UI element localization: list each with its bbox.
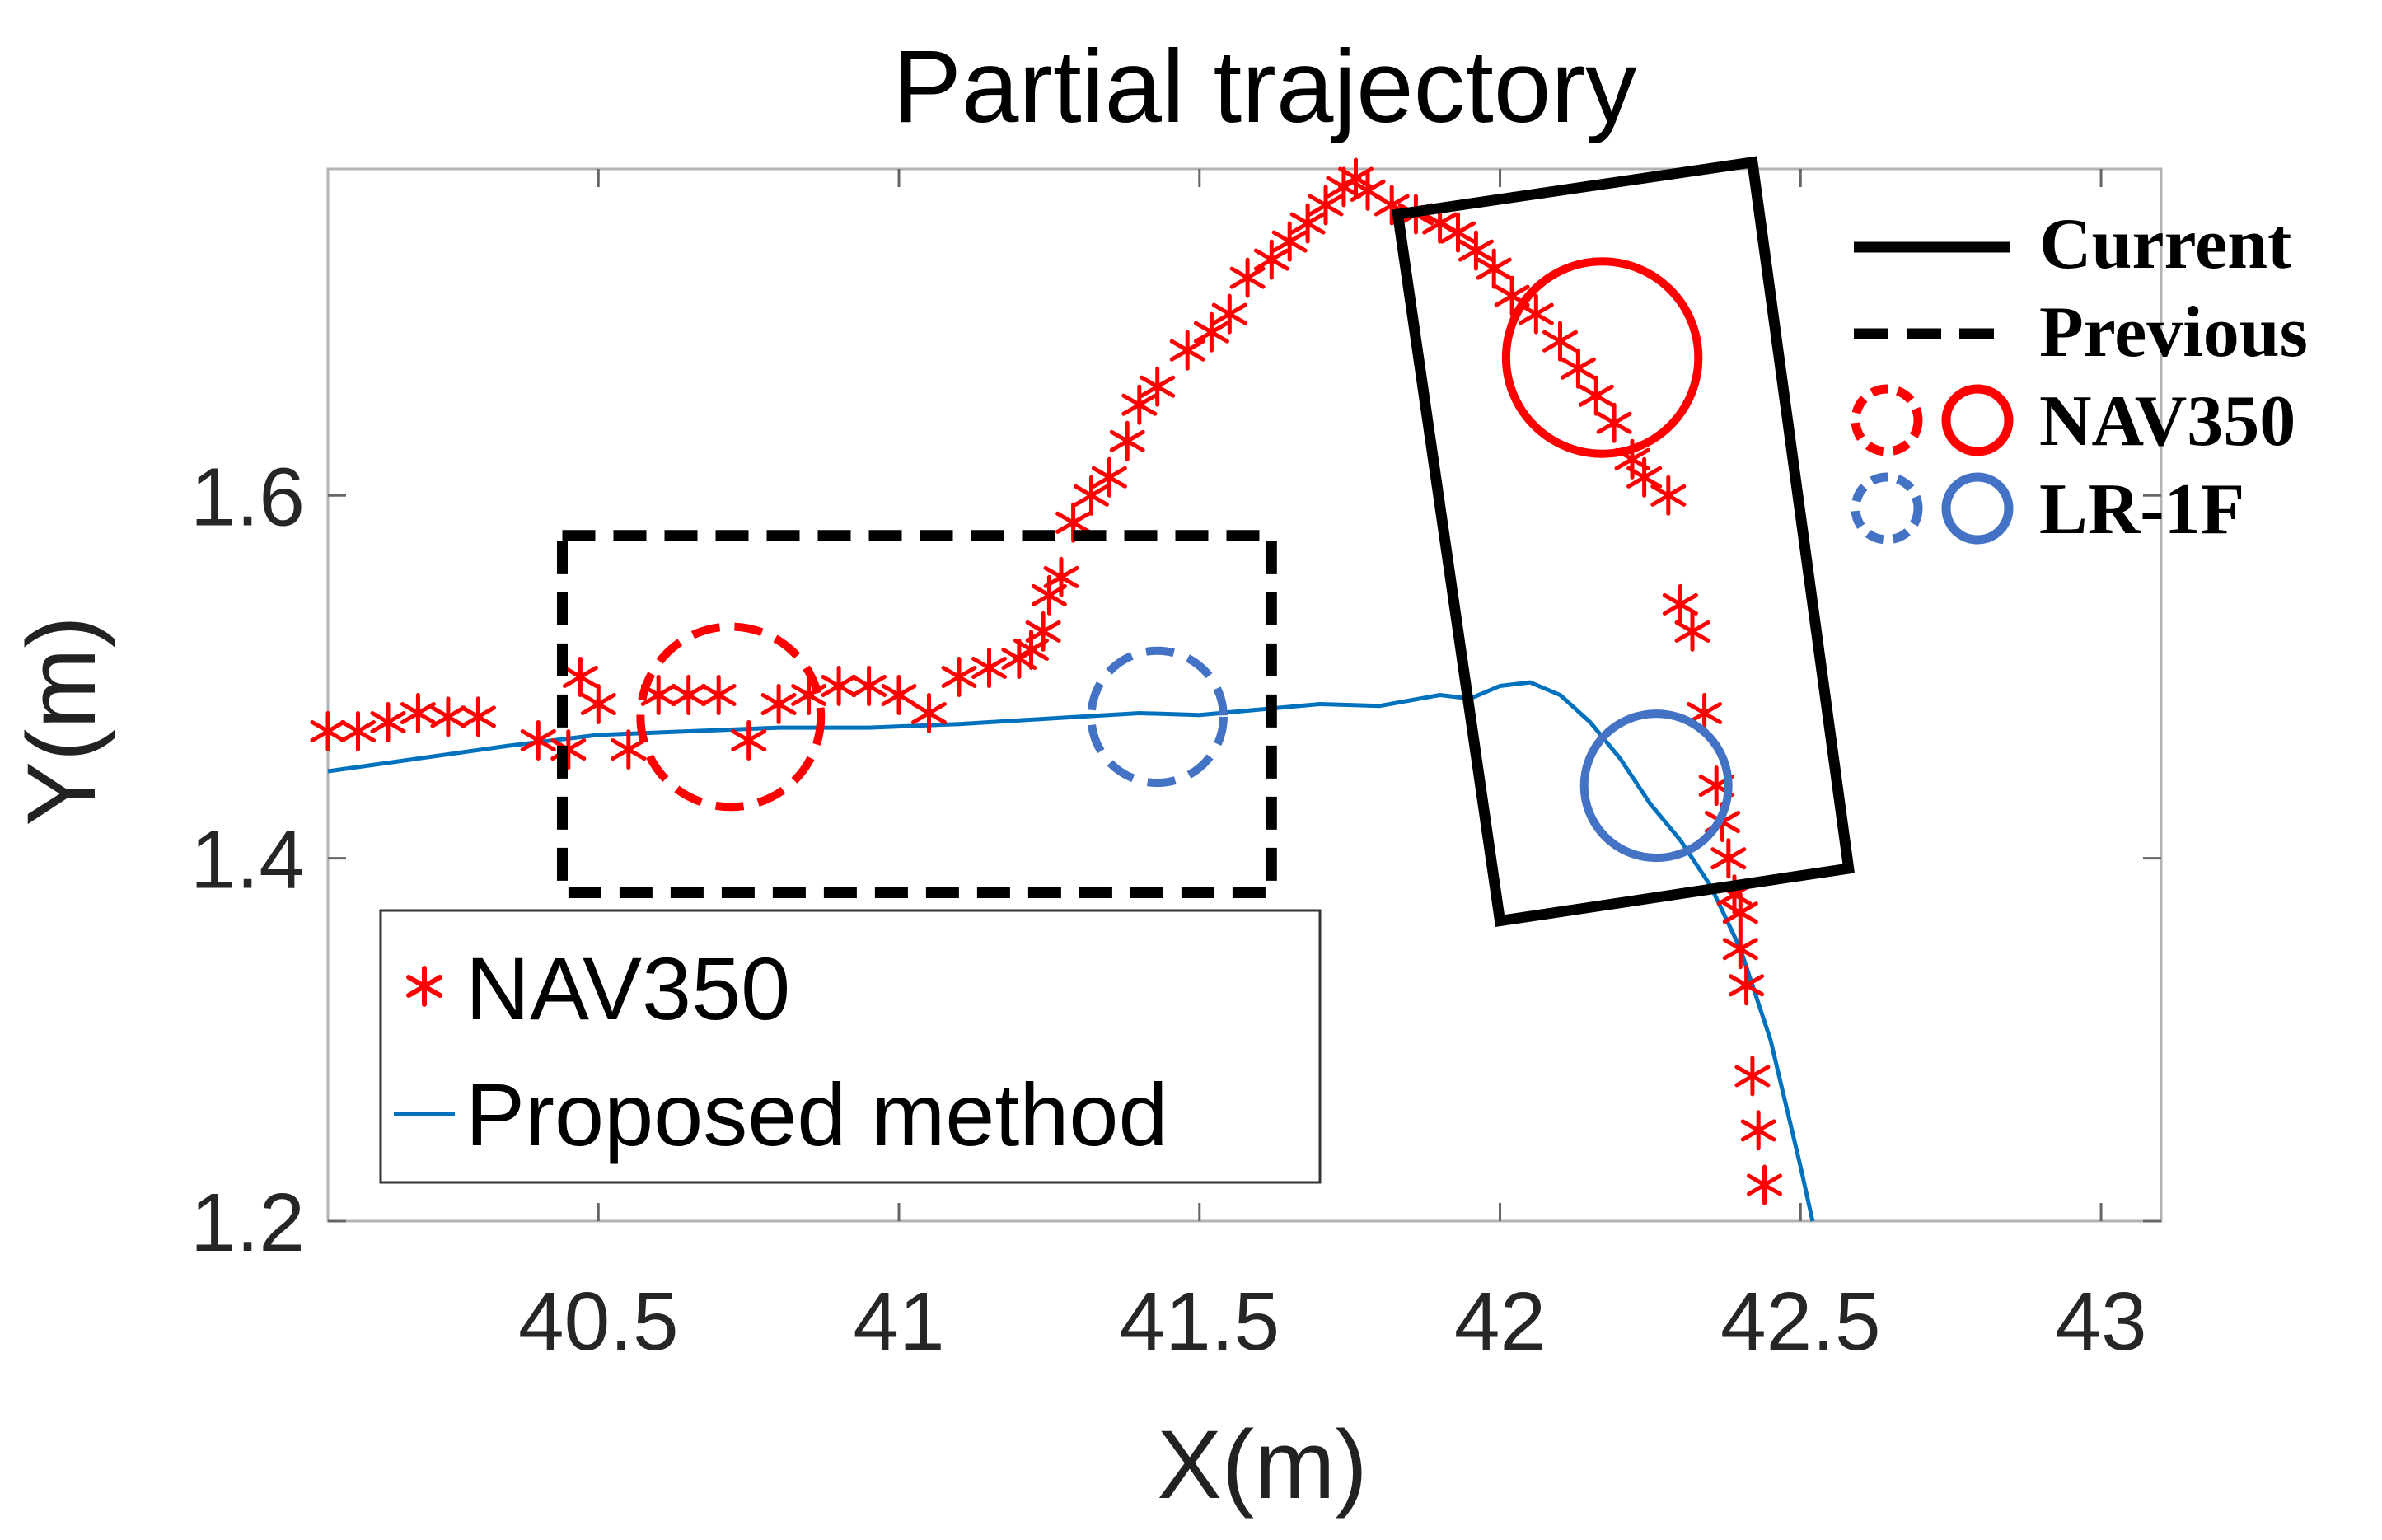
lr1f-dashed-circle xyxy=(1087,646,1228,788)
nav350-point xyxy=(1271,221,1308,262)
nav350-point xyxy=(370,702,406,742)
nav350-point xyxy=(671,675,707,715)
annotation-legend: Current Previous NAV350 LR-1F xyxy=(1851,204,2308,550)
nav350-point xyxy=(1710,838,1747,879)
nav350-point xyxy=(760,684,797,724)
nav350-point xyxy=(310,711,346,751)
nav350-point xyxy=(1740,1110,1776,1151)
nav350-point xyxy=(580,684,616,724)
x-tick-label: 41.5 xyxy=(1119,1276,1280,1368)
nav350-point xyxy=(1687,693,1723,733)
nav350-solid-circle xyxy=(1501,257,1703,458)
legend-nav350-marker xyxy=(406,966,442,1007)
nav350-point xyxy=(1662,583,1698,625)
legend-proposed-label: Proposed method xyxy=(466,1065,1168,1164)
nav350-point xyxy=(1596,402,1632,443)
nav350-point xyxy=(881,675,917,715)
nav350-point xyxy=(460,696,496,737)
y-tick-label: 1.2 xyxy=(190,1177,305,1269)
nav350-point xyxy=(1193,311,1229,353)
nav350-point xyxy=(340,711,376,751)
nav350-point xyxy=(1043,556,1079,597)
nav350-point xyxy=(1211,293,1247,335)
legend-lr1f-dashed-circle xyxy=(1851,472,1923,545)
nav350-point xyxy=(1074,475,1109,516)
nav350-point xyxy=(1121,384,1158,425)
nav350-point xyxy=(1140,366,1176,407)
legend-previous-label: Previous xyxy=(2039,293,2308,372)
x-axis-label: X(m) xyxy=(1157,1411,1368,1519)
nav350-point xyxy=(1440,212,1476,253)
current-box xyxy=(1392,156,1856,927)
nav350-point xyxy=(941,657,977,697)
x-tick-label: 43 xyxy=(2055,1276,2146,1368)
x-tick-label: 42.5 xyxy=(1720,1276,1881,1368)
legend-nav350-solid-circle xyxy=(1941,384,2014,456)
main-legend: NAV350 Proposed method xyxy=(379,909,1322,1184)
nav350-point xyxy=(1289,203,1326,244)
nav350-point xyxy=(731,720,767,761)
x-tick-label: 42 xyxy=(1454,1276,1546,1368)
legend-lr1f-label: LR-1F xyxy=(2039,470,2244,550)
legend-lr1f-solid-circle xyxy=(1941,472,2014,545)
nav350-point xyxy=(1253,239,1289,280)
nav350-point xyxy=(1229,257,1266,298)
nav350-point xyxy=(1476,248,1512,289)
nav350-point xyxy=(1025,611,1061,652)
nav350-point xyxy=(1109,420,1145,461)
nav350-point xyxy=(1722,929,1758,970)
nav350-point xyxy=(1747,1164,1782,1205)
nav350-point xyxy=(1458,230,1494,271)
y-tick-label: 1.4 xyxy=(190,814,305,906)
nav350-point xyxy=(400,693,436,733)
legend-nav350-dashed-circle xyxy=(1851,384,1923,456)
nav350-point xyxy=(520,720,556,761)
nav350-point xyxy=(1560,348,1596,389)
legend-current-label: Current xyxy=(2039,204,2291,284)
nav350-point xyxy=(700,675,737,715)
nav350-point xyxy=(562,657,598,697)
nav350-point xyxy=(1722,892,1758,934)
legend-nav350-circle-label: NAV350 xyxy=(2039,381,2295,461)
previous-box xyxy=(557,530,1277,898)
chart-title: Partial trajectory xyxy=(892,30,1637,144)
main-legend-box xyxy=(379,909,1322,1184)
nav350-point xyxy=(911,693,947,733)
nav350-point xyxy=(1674,611,1710,652)
y-axis-label: Y(m) xyxy=(7,616,116,826)
x-tick-label: 40.5 xyxy=(518,1276,679,1368)
legend-nav350-label: NAV350 xyxy=(466,939,790,1038)
x-axis-ticks: 40.5 41 41.5 42 42.5 43 xyxy=(518,169,2147,1368)
nav350-point xyxy=(1626,456,1663,498)
nav350-point xyxy=(430,696,466,737)
nav350-series xyxy=(310,157,1782,1205)
nav350-point xyxy=(821,666,857,706)
plot-area xyxy=(326,167,2163,1223)
nav350-point xyxy=(1169,330,1205,371)
nav350-point xyxy=(851,666,887,706)
nav350-point xyxy=(971,648,1007,688)
nav350-point xyxy=(1650,475,1687,516)
y-tick-label: 1.6 xyxy=(190,451,305,543)
x-tick-label: 41 xyxy=(853,1276,944,1368)
nav350-point xyxy=(1734,1056,1771,1097)
nav350-point xyxy=(1542,321,1578,362)
annotation-layer xyxy=(557,156,1856,927)
nav350-dashed-circle xyxy=(636,622,826,812)
nav350-point xyxy=(1729,965,1765,1006)
nav350-point xyxy=(1518,293,1554,335)
y-axis-ticks: 1.2 1.4 1.6 xyxy=(190,451,2161,1269)
nav350-point xyxy=(1308,185,1344,226)
lr1f-solid-circle xyxy=(1579,709,1733,863)
nav350-point xyxy=(611,729,647,770)
nav350-point xyxy=(1091,456,1127,498)
nav350-point xyxy=(1578,375,1614,416)
